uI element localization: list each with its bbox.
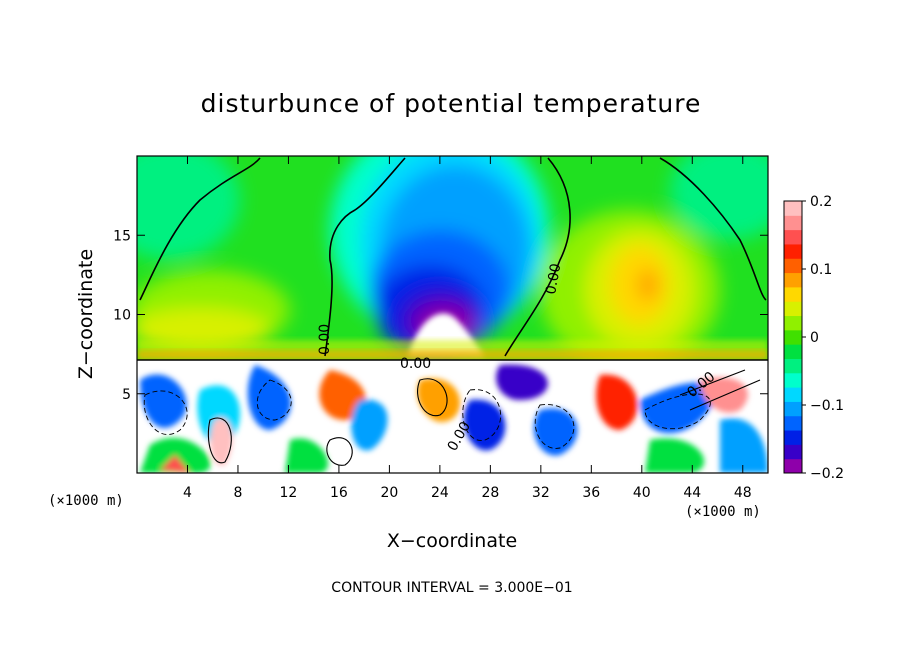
colorbar-swatch (784, 286, 802, 302)
x-tick-label: 16 (330, 485, 348, 501)
colorbar-tick-label: 0.2 (810, 194, 832, 210)
x-tick-label: 12 (280, 485, 298, 501)
contour-label: 0.00 (400, 356, 431, 372)
colorbar-swatch (784, 229, 802, 245)
x-tick-label: 36 (582, 485, 600, 501)
colorbar (783, 200, 803, 474)
x-tick-label: 28 (481, 485, 499, 501)
chart-title: disturbunce of potential temperature (201, 89, 702, 118)
x-tick-label: 24 (431, 485, 449, 501)
colorbar-swatch (784, 444, 802, 460)
x-axis-ticks: 4 8 12 16 20 24 28 32 36 40 44 48 (183, 156, 752, 501)
y-tick-label: 5 (122, 387, 131, 403)
contour-label: 0.00 (543, 262, 564, 295)
colorbar-swatch (784, 415, 802, 431)
colorbar-swatch (784, 372, 802, 388)
x-axis-label: X−coordinate (387, 530, 517, 552)
colorbar-swatch (784, 315, 802, 331)
y-tick-label: 15 (113, 228, 131, 244)
contour-interval-note: CONTOUR INTERVAL = 3.000E−01 (331, 580, 572, 596)
colorbar-ticks: 0.2 0.1 0 −0.1 −0.2 (802, 194, 844, 482)
colorbar-swatch (784, 430, 802, 445)
x-tick-label: 8 (233, 485, 242, 501)
colorbar-tick-label: 0 (810, 330, 819, 346)
colorbar-swatch (784, 387, 802, 402)
colorbar-swatch (784, 344, 802, 359)
colorbar-tick-label: 0.1 (810, 262, 832, 278)
x-tick-label: 44 (683, 485, 701, 501)
x-tick-label: 32 (532, 485, 550, 501)
colorbar-swatch (784, 329, 802, 345)
colorbar-swatch (784, 258, 802, 274)
colorbar-tick-label: −0.2 (810, 466, 844, 482)
x-tick-label: 4 (183, 485, 192, 501)
x-tick-label: 40 (633, 485, 651, 501)
x-tick-label: 20 (380, 485, 398, 501)
y-axis-label: Z−coordinate (75, 249, 97, 379)
colorbar-swatch (784, 215, 802, 231)
heatmap-field (137, 156, 768, 473)
colorbar-tick-label: −0.1 (810, 398, 844, 414)
x-unit-label: (×1000 m) (48, 493, 124, 509)
x-tick-label: 48 (734, 485, 752, 501)
contour-label: 0.00 (317, 324, 333, 355)
y-axis-ticks: 5 10 15 (113, 228, 768, 403)
y-tick-label: 10 (113, 308, 131, 324)
x-unit-label-right: (×1000 m) (685, 504, 761, 520)
colorbar-swatch (784, 358, 802, 374)
colorbar-swatch (784, 243, 802, 259)
colorbar-swatch (784, 401, 802, 417)
colorbar-swatch (784, 301, 802, 317)
colorbar-swatch (784, 272, 802, 288)
colorbar-swatch (784, 458, 802, 474)
colorbar-swatch (784, 201, 802, 216)
